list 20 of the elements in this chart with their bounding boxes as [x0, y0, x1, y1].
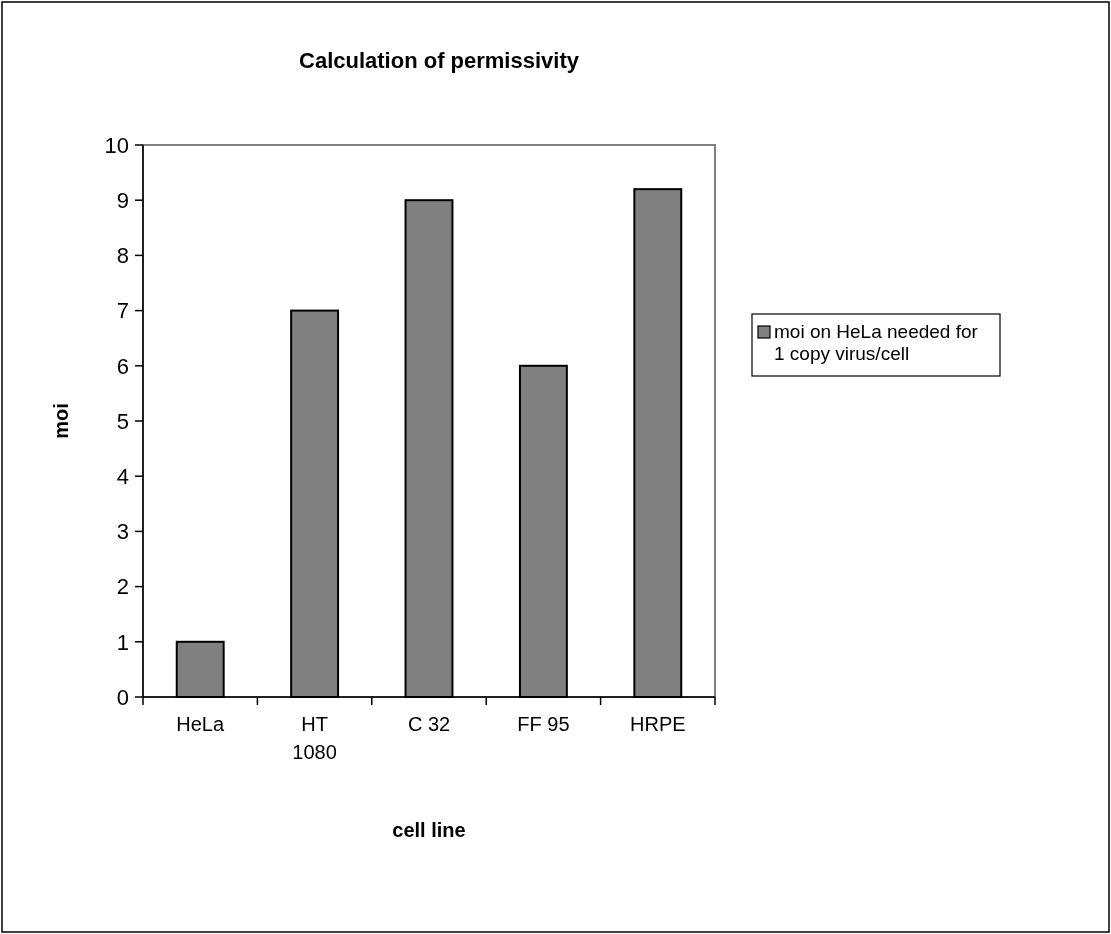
chart-title: Calculation of permissivity	[299, 48, 580, 73]
x-tick-label: HT 1080	[292, 713, 337, 763]
y-axis-title: moi	[50, 403, 72, 439]
x-tick-label: FF 95	[517, 713, 570, 735]
x-tick-label: HeLa	[176, 713, 225, 735]
x-tick-label: C 32	[407, 713, 451, 735]
x-tick-label: HRPE	[630, 713, 686, 735]
y-tick-label: 10	[104, 132, 129, 158]
y-tick-label: 6	[116, 353, 129, 379]
x-axis-title: cell line	[392, 819, 466, 841]
y-tick-label: 3	[116, 519, 129, 545]
y-tick-label: 8	[116, 243, 129, 269]
y-tick-label: 9	[116, 187, 129, 213]
y-tick-label: 2	[116, 574, 129, 600]
y-tick-label: 1	[116, 629, 129, 655]
y-tick-label: 4	[116, 463, 129, 489]
legend-label: moi on HeLa needed for 1 copy virus/cell	[774, 321, 979, 364]
y-tick-label: 5	[116, 408, 129, 434]
y-tick-label: 0	[116, 684, 129, 710]
y-tick-label: 7	[116, 298, 129, 324]
